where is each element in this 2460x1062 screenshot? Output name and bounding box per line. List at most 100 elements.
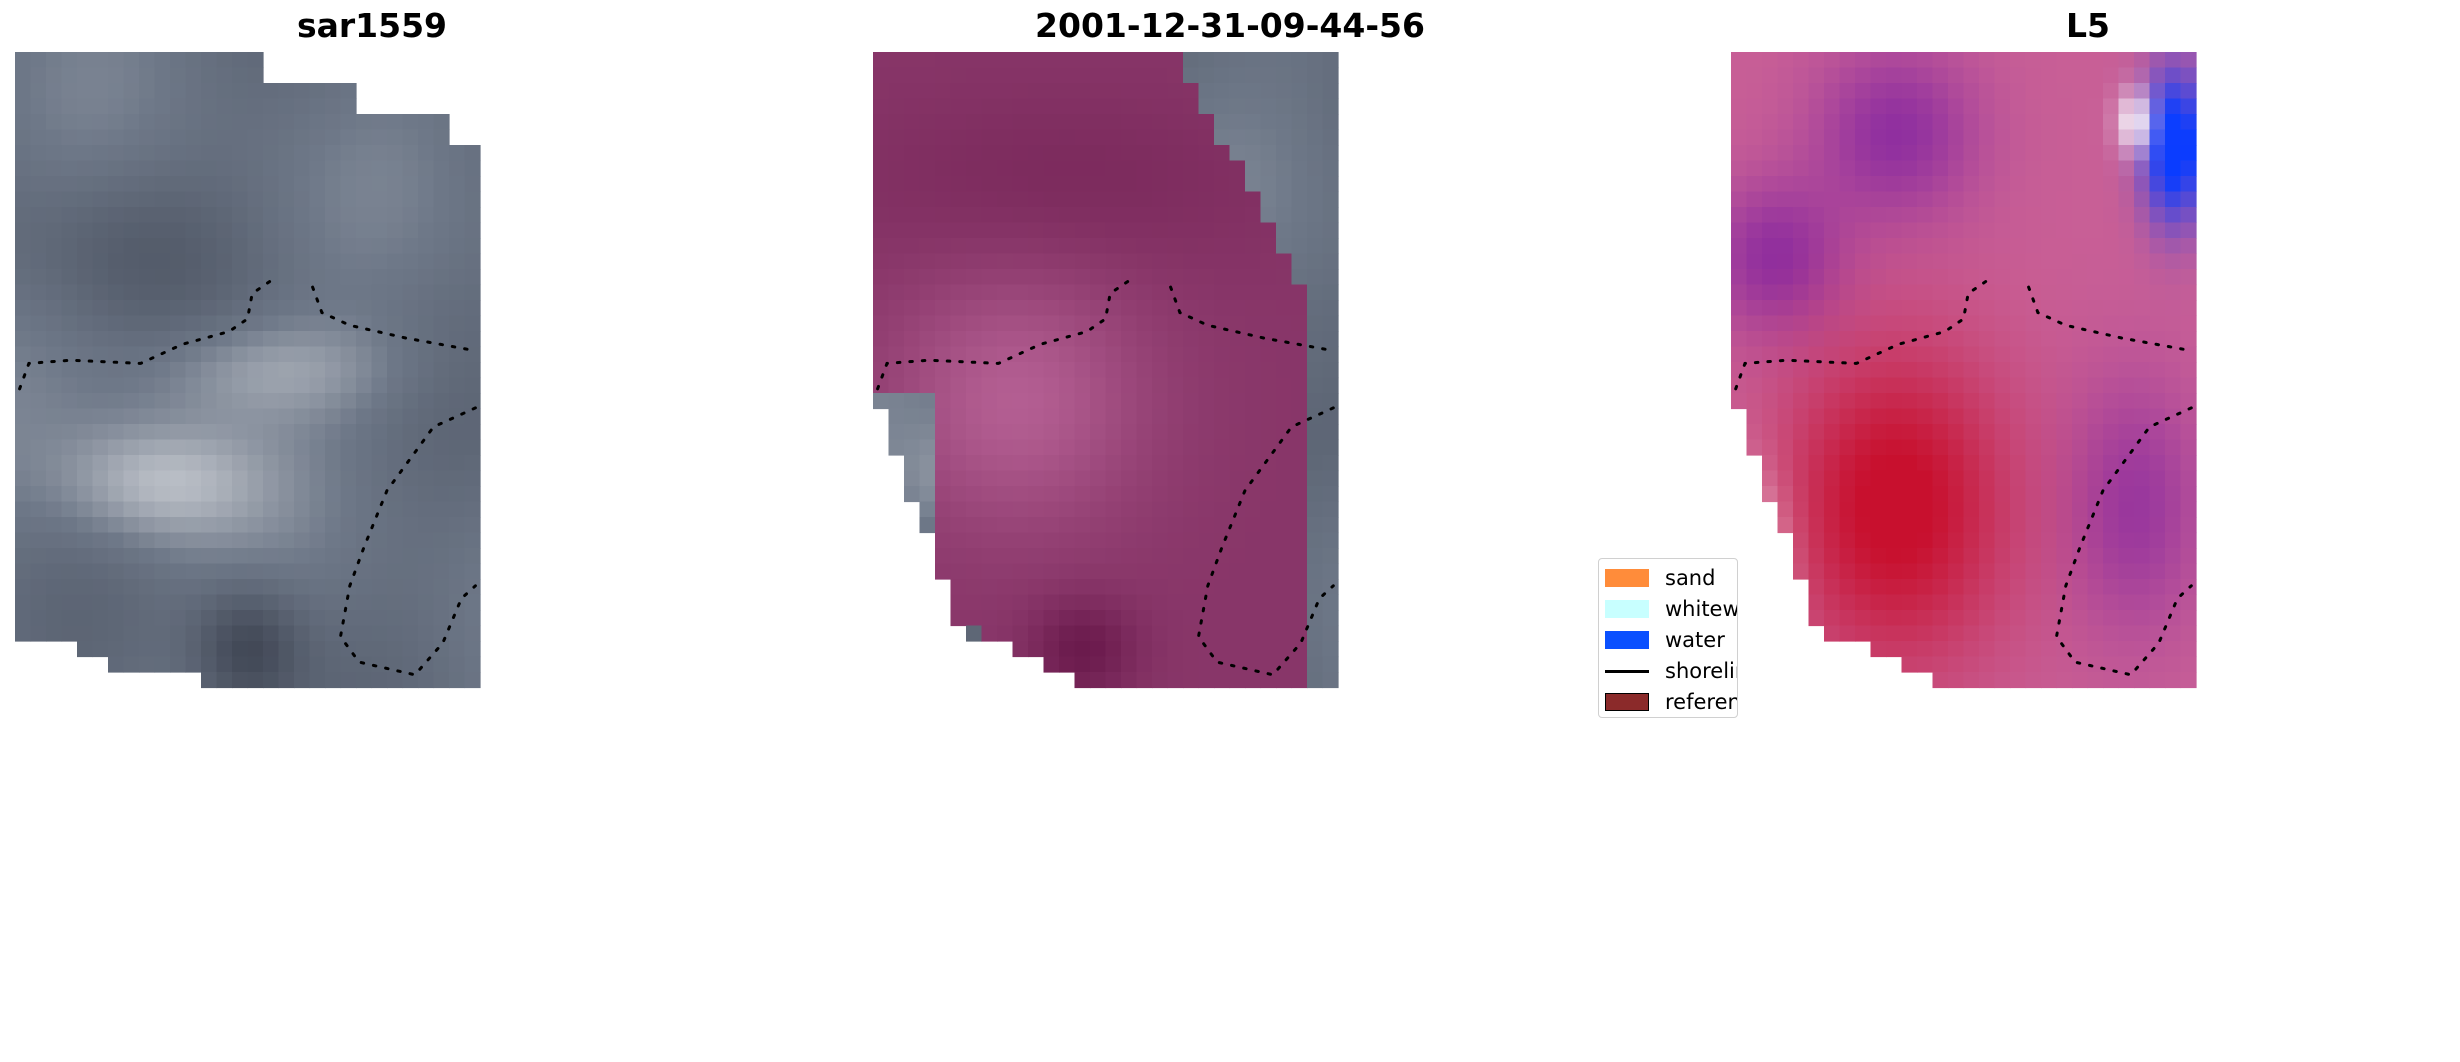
magenta-pixel-77 [1136, 83, 1153, 100]
gray-pixel-344 [46, 253, 63, 270]
gray-pixel-644 [46, 408, 63, 425]
gray-pixel-375 [61, 269, 78, 286]
gray-pixel-685 [216, 424, 233, 441]
diverging-pixel-787 [1917, 455, 1934, 472]
magenta-pixel-776 [1322, 439, 1339, 456]
diverging-pixel-1042 [2180, 594, 2197, 611]
diverging-pixel-403 [1932, 253, 1949, 270]
magenta-pixel-188 [997, 145, 1014, 162]
magenta-pixel-27 [1291, 52, 1308, 69]
gray-pixel-839 [278, 501, 295, 518]
legend-label-sand: sand [1665, 566, 1716, 590]
magenta-pixel-729 [1043, 424, 1060, 441]
legend-label-shoreline: shoreline [1665, 659, 1737, 683]
diverging-pixel-1037 [2103, 594, 2120, 611]
diverging-pixel-569 [2180, 331, 2197, 348]
gray-pixel-189 [433, 160, 450, 177]
magenta-pixel-917 [966, 532, 983, 549]
diverging-pixel-747 [2180, 424, 2197, 441]
gray-pixel-440 [139, 300, 156, 317]
diverging-pixel-108 [2010, 98, 2027, 115]
gray-pixel-1093 [92, 641, 109, 658]
magenta-pixel-405 [1105, 253, 1122, 270]
magenta-pixel-518 [997, 315, 1014, 332]
diverging-pixel-68 [1855, 83, 1872, 100]
diverging-pixel-342 [1917, 222, 1934, 239]
gray-pixel-1014 [201, 594, 218, 611]
gray-pixel-340 [449, 238, 466, 255]
diverging-pixel-793 [2010, 455, 2027, 472]
magenta-pixel-579 [1012, 346, 1029, 363]
magenta-pixel-897 [1059, 517, 1076, 534]
diverging-pixel-885 [2149, 501, 2166, 518]
gray-pixel-39 [123, 83, 140, 100]
magenta-pixel-565 [1260, 331, 1277, 348]
diverging-pixel-540 [1731, 331, 1748, 348]
gray-pixel-688 [263, 424, 280, 441]
gray-pixel-1042 [170, 610, 187, 627]
magenta-pixel-276 [966, 191, 983, 208]
magenta-pixel-478 [1307, 284, 1324, 301]
gray-pixel-453 [340, 300, 357, 317]
diverging-pixel-958 [2056, 548, 2073, 565]
diverging-pixel-534 [2103, 315, 2120, 332]
magenta-pixel-338 [997, 222, 1014, 239]
diverging-pixel-633 [1777, 377, 1794, 394]
magenta-pixel-183 [919, 145, 936, 162]
diverging-pixel-77 [1994, 83, 2011, 100]
gray-pixel-484 [356, 315, 373, 332]
magenta-pixel-426 [966, 269, 983, 286]
gray-pixel-324 [201, 238, 218, 255]
magenta-pixel-578 [997, 346, 1014, 363]
gray-pixel-77 [30, 114, 47, 131]
diverging-pixel-1091 [2180, 625, 2197, 642]
gray-pixel-496 [77, 331, 94, 348]
diverging-pixel-356 [2134, 222, 2151, 239]
gray-pixel-819 [433, 486, 450, 503]
diverging-pixel-741 [2087, 424, 2104, 441]
diverging-pixel-979 [1979, 563, 1996, 580]
magenta-pixel-509 [1322, 300, 1339, 317]
diverging-pixel-104 [1948, 98, 1965, 115]
gray-pixel-266 [232, 207, 249, 224]
magenta-pixel-1031 [1152, 594, 1169, 611]
diverging-pixel-1129 [2149, 656, 2166, 673]
gray-pixel-487 [402, 315, 419, 332]
diverging-pixel-528 [2010, 315, 2027, 332]
diverging-pixel-1070 [1855, 625, 1872, 642]
gray-pixel-1109 [340, 641, 357, 658]
gray-pixel-68 [232, 98, 249, 115]
diverging-pixel-92 [1762, 98, 1779, 115]
gray-pixel-528 [108, 346, 125, 363]
magenta-pixel-122 [904, 114, 921, 131]
diverging-pixel-624 [2103, 362, 2120, 379]
gray-pixel-709 [123, 439, 140, 456]
gray-pixel-105 [30, 129, 47, 146]
magenta-pixel-32 [904, 67, 921, 84]
gray-pixel-33 [30, 83, 47, 100]
magenta-pixel-743 [1260, 424, 1277, 441]
gray-pixel-268 [263, 207, 280, 224]
gray-pixel-779 [278, 470, 295, 487]
diverging-pixel-1028 [1963, 594, 1980, 611]
diverging-pixel-433 [1932, 269, 1949, 286]
gray-pixel-950 [139, 563, 156, 580]
magenta-pixel-228 [1152, 160, 1169, 177]
magenta-pixel-1060 [1214, 610, 1231, 627]
diverging-pixel-600 [1731, 362, 1748, 379]
gray-pixel-776 [232, 470, 249, 487]
diverging-pixel-80 [2041, 83, 2058, 100]
diverging-pixel-937 [2134, 532, 2151, 549]
diverging-pixel-652 [2072, 377, 2089, 394]
diverging-pixel-743 [2118, 424, 2135, 441]
gray-pixel-364 [356, 253, 373, 270]
diverging-pixel-520 [1886, 315, 1903, 332]
diverging-pixel-941 [1793, 548, 1810, 565]
gray-pixel-6 [108, 52, 125, 69]
gray-pixel-506 [232, 331, 249, 348]
magenta-pixel-1090 [1307, 625, 1324, 642]
gray-pixel-247 [402, 191, 419, 208]
magenta-pixel-645 [1105, 377, 1122, 394]
diverging-pixel-559 [2025, 331, 2042, 348]
diverging-pixel-671 [1901, 393, 1918, 410]
